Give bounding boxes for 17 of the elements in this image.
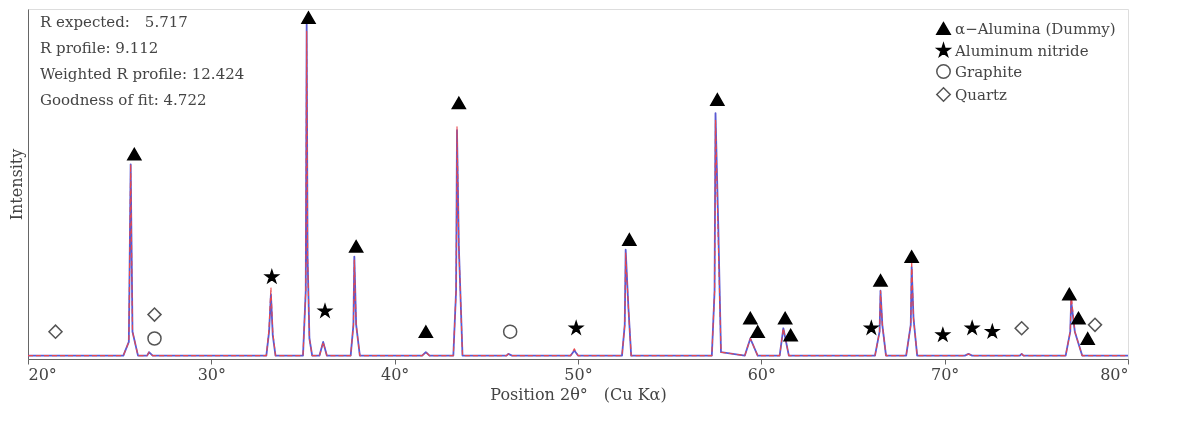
- legend-label: α−Alumina (Dummy): [955, 19, 1116, 38]
- x-tick-label: 50°: [564, 364, 593, 384]
- legend-label: Graphite: [955, 62, 1023, 81]
- x-tick-label: 30°: [197, 364, 227, 384]
- y-axis-title: Intensity: [6, 148, 26, 221]
- x-tick-label: 20°: [28, 364, 57, 384]
- annotation: Goodness of fit: 4.722: [40, 91, 207, 109]
- annotation: R profile: 9.112: [40, 39, 159, 57]
- x-axis-title: Position 2θ° (Cu Kα): [490, 384, 667, 404]
- x-tick-label: 70°: [930, 364, 960, 384]
- annotation: Weighted R profile: 12.424: [40, 65, 245, 83]
- annotation: R expected: 5.717: [40, 13, 188, 31]
- x-tick-label: 40°: [380, 364, 410, 384]
- legend-label: Quartz: [955, 85, 1008, 104]
- legend-label: Aluminum nitride: [954, 41, 1089, 60]
- x-tick-label: 60°: [747, 364, 777, 384]
- x-tick-label: 80°: [1100, 364, 1129, 384]
